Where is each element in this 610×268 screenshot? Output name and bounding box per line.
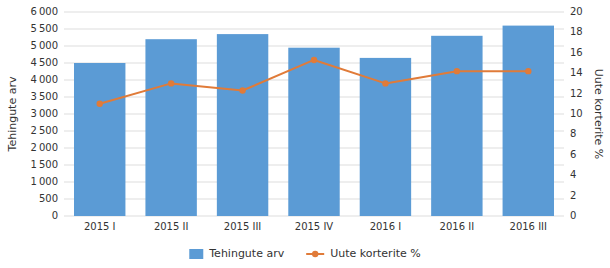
bar — [74, 63, 125, 216]
y-tick-label: 0 — [52, 210, 58, 221]
y-tick-label: 2 500 — [31, 125, 58, 136]
y2-tick-label: 2 — [570, 190, 576, 201]
x-tick-label: 2016 III — [510, 221, 547, 232]
legend: Tehingute arv Uute korterite % — [189, 247, 420, 260]
y-axis: 0 500 1 000 1 500 2 000 2 500 3 000 3 500 4 000 4… — [31, 6, 58, 221]
x-tick-label: 2015 III — [224, 221, 261, 232]
legend-swatch — [189, 249, 203, 259]
marker — [97, 101, 103, 107]
x-tick-label: 2015 I — [84, 221, 116, 232]
y2-tick-label: 0 — [570, 210, 576, 221]
line-series — [97, 57, 532, 107]
marker — [454, 68, 460, 74]
legend-label: Uute korterite % — [330, 247, 421, 260]
x-tick-label: 2015 IV — [295, 221, 334, 232]
bar — [217, 34, 268, 216]
y-axis-label: Tehingute arv — [6, 76, 19, 152]
y2-tick-label: 20 — [570, 6, 583, 17]
y2-tick-label: 16 — [570, 47, 583, 58]
y-tick-label: 4 500 — [31, 57, 58, 68]
bar — [360, 58, 411, 216]
y-tick-label: 3 000 — [31, 108, 58, 119]
marker — [382, 80, 388, 86]
x-tick-label: 2016 I — [370, 221, 402, 232]
y-tick-label: 6 000 — [31, 6, 58, 17]
line — [100, 60, 529, 104]
x-tick-label: 2016 II — [440, 221, 475, 232]
y-tick-label: 3 500 — [31, 91, 58, 102]
grid — [64, 12, 564, 216]
legend-item: Uute korterite % — [306, 247, 421, 260]
marker — [311, 57, 317, 63]
y2-tick-label: 8 — [570, 128, 576, 139]
y-tick-label: 5 000 — [31, 40, 58, 51]
y-tick-label: 1 500 — [31, 159, 58, 170]
marker — [168, 80, 174, 86]
y2-tick-label: 4 — [570, 169, 576, 180]
y2-tick-label: 14 — [570, 67, 583, 78]
y2-axis: 0 2 4 6 8 10 12 14 16 18 20 — [570, 6, 583, 221]
y-tick-label: 1 000 — [31, 176, 58, 187]
plot-area — [74, 26, 554, 216]
y-tick-label: 2 000 — [31, 142, 58, 153]
legend-item: Tehingute arv — [189, 247, 284, 260]
bar — [288, 48, 339, 216]
marker — [239, 87, 245, 93]
bar — [145, 39, 196, 216]
y-tick-label: 500 — [39, 193, 58, 204]
bar — [431, 36, 482, 216]
y-tick-label: 4 000 — [31, 74, 58, 85]
y2-axis-label: Uute korterite % — [592, 69, 605, 160]
bar-series — [74, 26, 554, 216]
chart: 0 500 1 000 1 500 2 000 2 500 3 000 3 500 4 000 4… — [0, 0, 610, 268]
grid-line — [64, 12, 564, 13]
x-axis: 2015 I 2015 II 2015 III 2015 IV 2016 I 2016 I… — [84, 221, 547, 232]
y2-tick-label: 6 — [570, 149, 576, 160]
marker — [525, 68, 531, 74]
y2-tick-label: 12 — [570, 88, 583, 99]
legend-marker — [312, 251, 318, 257]
y2-tick-label: 18 — [570, 26, 583, 37]
y2-tick-label: 10 — [570, 108, 583, 119]
x-tick-label: 2015 II — [154, 221, 189, 232]
legend-label: Tehingute arv — [208, 247, 284, 260]
y-tick-label: 5 500 — [31, 23, 58, 34]
bar — [503, 26, 554, 216]
grid-line — [64, 46, 564, 47]
grid-line — [64, 29, 564, 30]
